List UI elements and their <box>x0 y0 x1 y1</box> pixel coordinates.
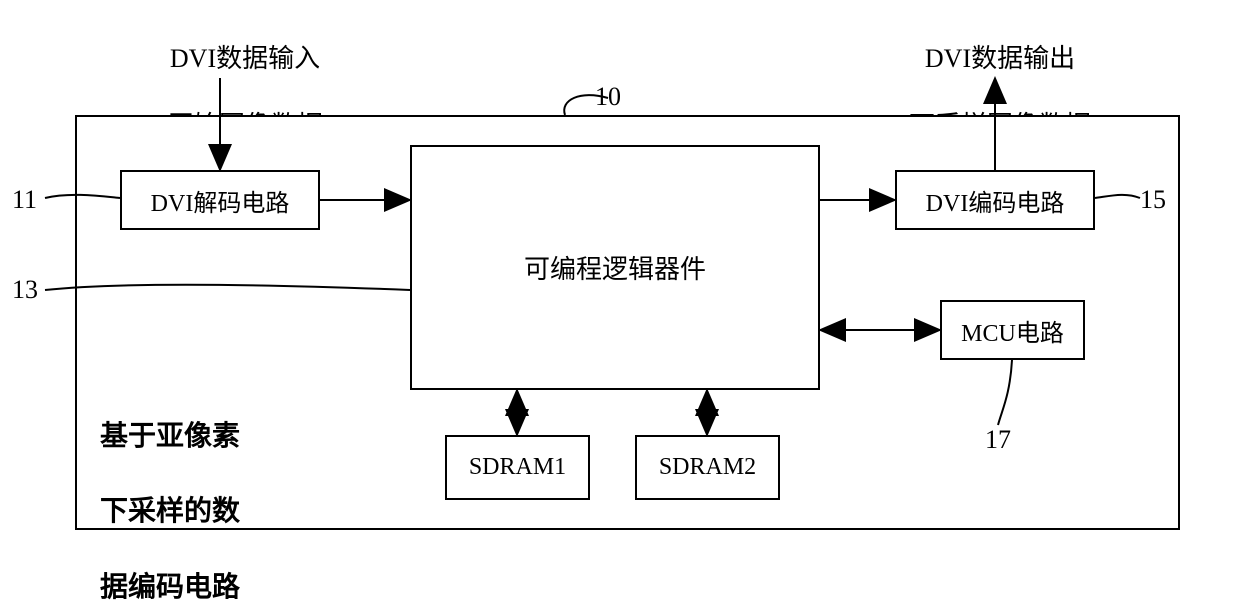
node-dvi-decode: DVI解码电路 <box>120 170 320 230</box>
refnum-11: 11 <box>12 185 37 215</box>
refnum-13: 13 <box>12 275 38 305</box>
container-title: 基于亚像素 下采样的数 据编码电路 <box>100 380 240 607</box>
node-pld-label: 可编程逻辑器件 <box>524 249 706 286</box>
node-dvi-encode-label: DVI编码电路 <box>926 183 1065 218</box>
output-label-line1: DVI数据输出 <box>925 44 1075 73</box>
container-title-l1: 基于亚像素 <box>100 421 240 452</box>
node-mcu-label: MCU电路 <box>961 313 1064 348</box>
container-title-l3: 据编码电路 <box>100 572 240 603</box>
node-sdram1-label: SDRAM1 <box>469 454 566 481</box>
node-sdram2-label: SDRAM2 <box>659 454 756 481</box>
refnum-17: 17 <box>985 425 1011 455</box>
input-label-line1: DVI数据输入 <box>170 44 320 73</box>
container-title-l2: 下采样的数 <box>100 496 240 527</box>
refnum-10: 10 <box>595 82 621 112</box>
node-sdram2: SDRAM2 <box>635 435 780 500</box>
block-diagram-root: DVI数据输入 (原始图像数据) DVI数据输出 (下采样图像数据) 基于亚像素… <box>0 0 1240 553</box>
refnum-15: 15 <box>1140 185 1166 215</box>
node-sdram1: SDRAM1 <box>445 435 590 500</box>
node-pld: 可编程逻辑器件 <box>410 145 820 390</box>
node-mcu: MCU电路 <box>940 300 1085 360</box>
node-dvi-decode-label: DVI解码电路 <box>151 183 290 218</box>
node-dvi-encode: DVI编码电路 <box>895 170 1095 230</box>
